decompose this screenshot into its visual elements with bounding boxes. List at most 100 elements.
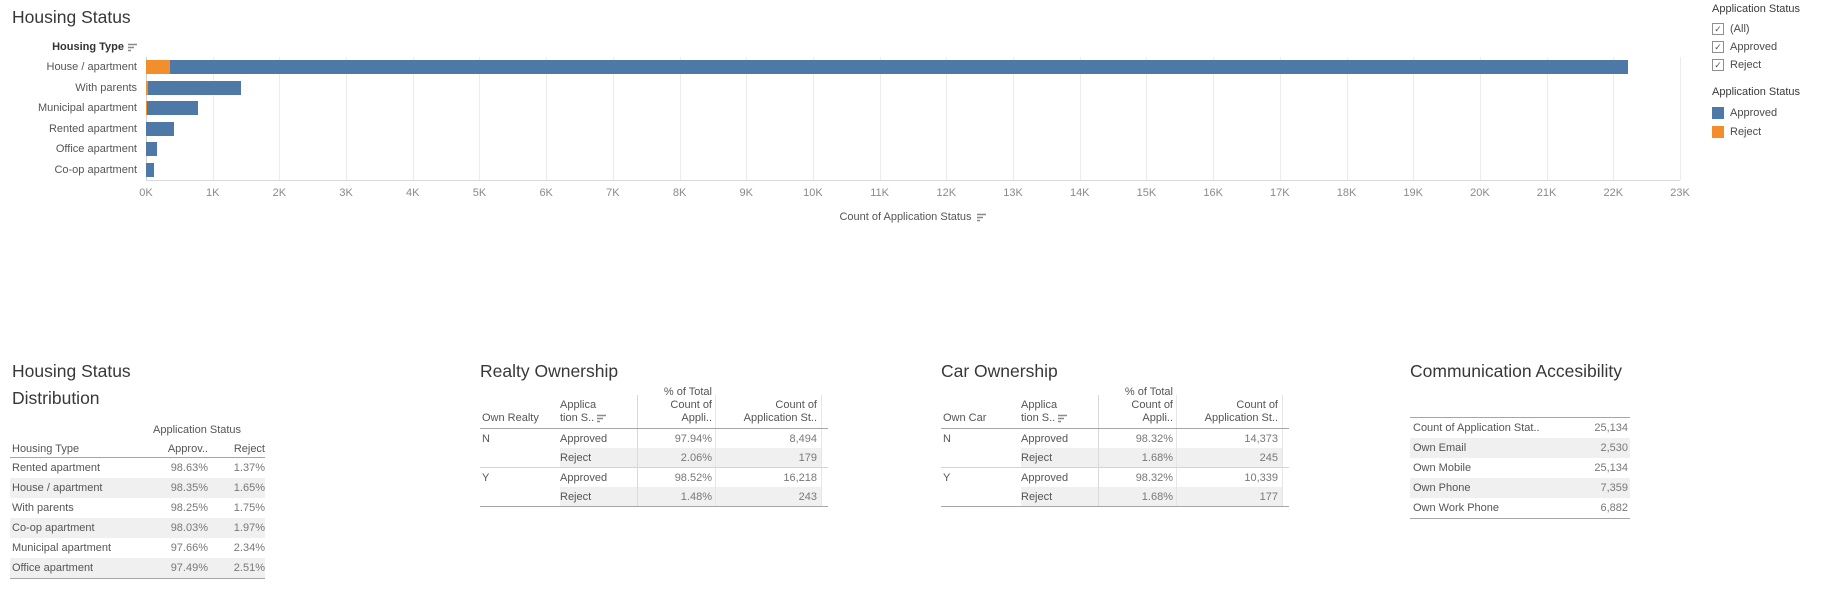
row-header-cell[interactable]: Co-op apartment [12,522,95,534]
bar-segment-approved[interactable] [146,142,157,156]
sort-icon[interactable] [976,213,987,222]
measure-value-cell[interactable]: 6,882 [1600,502,1628,514]
group-header-cell[interactable]: N [482,432,490,445]
column-header[interactable]: Housing Type [12,443,80,455]
status-cell[interactable]: Approved [560,432,608,445]
reject-pct-cell[interactable]: 1.65% [233,482,265,494]
reject-pct-cell[interactable]: 1.37% [233,462,265,474]
checkbox-checked-icon[interactable]: ✓ [1712,23,1724,35]
bar-segment-approved[interactable] [147,101,198,115]
bar-segment-approved[interactable] [147,80,242,95]
measure-label-cell[interactable]: Own Mobile [1413,462,1472,474]
measure-label-cell[interactable]: Own Work Phone [1413,502,1500,514]
status-cell[interactable]: Reject [1021,448,1098,467]
approved-pct-cell[interactable]: 97.49% [170,562,208,574]
status-cell[interactable]: Reject [560,448,637,467]
pct-cell[interactable]: 1.48% [637,487,715,506]
y-axis-field-label[interactable]: Housing Type [0,41,138,53]
status-cell[interactable]: Approved [1021,432,1069,445]
measure-value-cell[interactable]: 25,134 [1594,422,1628,434]
column-header[interactable]: Applica tion S.. [560,395,637,428]
sort-icon[interactable] [597,414,607,423]
pct-cell[interactable]: 1.68% [1098,448,1176,467]
bar-segment-reject[interactable] [146,80,148,95]
count-cell[interactable]: 10,339 [1176,468,1283,487]
reject-pct-cell[interactable]: 2.51% [233,562,265,574]
count-cell[interactable]: 245 [1176,448,1283,467]
legend-item-approved[interactable]: Approved [1712,103,1836,122]
column-header[interactable]: Applica tion S.. [1021,395,1098,428]
filter-item-all[interactable]: ✓ (All) [1712,20,1836,38]
row-header-cell[interactable]: With parents [12,502,74,514]
pct-cell[interactable]: 98.32% [1098,429,1176,448]
category-label[interactable]: Rented apartment [48,122,137,135]
group-header-cell[interactable]: N [943,432,951,445]
approved-pct-cell[interactable]: 98.63% [170,462,208,474]
x-axis-field-label[interactable]: Count of Application Status [146,211,1680,223]
reject-pct-cell[interactable]: 1.75% [233,502,265,514]
row-header-cell[interactable]: House / apartment [12,482,103,494]
checkbox-checked-icon[interactable]: ✓ [1712,41,1724,53]
category-label[interactable]: With parents [75,81,137,94]
group-header-cell[interactable] [480,448,560,467]
filter-item-approved[interactable]: ✓ Approved [1712,38,1836,56]
reject-pct-cell[interactable]: 1.97% [233,522,265,534]
bar-segment-reject[interactable] [146,60,171,74]
group-header-cell[interactable]: Y [943,471,951,484]
measure-value-cell[interactable]: 7,359 [1600,482,1628,494]
group-header-cell[interactable] [480,487,560,506]
column-header[interactable]: % of Total Count of Appli.. [1098,386,1176,428]
count-cell[interactable]: 177 [1176,487,1283,506]
measure-value-cell[interactable]: 25,134 [1594,462,1628,474]
column-header[interactable]: Count of Application St.. [1176,395,1283,428]
count-cell[interactable]: 16,218 [715,468,822,487]
sort-icon[interactable] [128,43,138,52]
column-header[interactable]: % of Total Count of Appli.. [637,386,715,428]
column-header[interactable]: Own Car [943,412,987,424]
checkbox-checked-icon[interactable]: ✓ [1712,59,1724,71]
measure-label-cell[interactable]: Own Phone [1413,482,1471,494]
pct-cell[interactable]: 98.52% [637,468,715,487]
column-header[interactable]: Count of Application St.. [715,395,822,428]
count-cell[interactable]: 8,494 [715,429,822,448]
row-header-cell[interactable]: Municipal apartment [12,542,112,554]
status-cell[interactable]: Reject [1021,487,1098,506]
category-label[interactable]: Office apartment [55,143,137,155]
approved-pct-cell[interactable]: 98.25% [170,502,208,514]
count-cell[interactable]: 243 [715,487,822,506]
status-cell[interactable]: Approved [560,471,608,484]
category-label[interactable]: Municipal apartment [37,102,137,114]
group-header-cell[interactable] [941,487,1021,506]
measure-value-cell[interactable]: 2,530 [1600,442,1628,454]
row-header-cell[interactable]: Rented apartment [12,462,101,474]
column-header[interactable]: Approv.. [167,443,208,455]
count-cell[interactable]: 14,373 [1176,429,1283,448]
category-label[interactable]: Co-op apartment [54,163,137,176]
count-cell[interactable]: 179 [715,448,822,467]
pct-cell[interactable]: 97.94% [637,429,715,448]
column-header[interactable]: Reject [233,443,265,455]
pct-cell[interactable]: 98.32% [1098,468,1176,487]
measure-label-cell[interactable]: Own Email [1413,442,1467,454]
status-cell[interactable]: Reject [560,487,637,506]
filter-item-reject[interactable]: ✓ Reject [1712,56,1836,74]
approved-pct-cell[interactable]: 98.03% [170,522,208,534]
pct-cell[interactable]: 1.68% [1098,487,1176,506]
column-header[interactable]: Own Realty [482,412,539,424]
reject-pct-cell[interactable]: 2.34% [233,542,265,554]
category-label[interactable]: House / apartment [46,61,138,73]
bar-segment-approved[interactable] [146,121,174,136]
legend-item-reject[interactable]: Reject [1712,122,1836,141]
status-cell[interactable]: Approved [1021,471,1069,484]
approved-pct-cell[interactable]: 97.66% [170,542,208,554]
group-header-cell[interactable] [941,448,1021,467]
approved-pct-cell[interactable]: 98.35% [170,482,208,494]
group-header-cell[interactable]: Y [482,471,490,484]
bar-segment-approved[interactable] [146,162,154,177]
row-header-cell[interactable]: Office apartment [12,562,94,574]
pct-cell[interactable]: 2.06% [637,448,715,467]
bar-segment-reject[interactable] [146,101,148,115]
sort-icon[interactable] [1058,414,1068,423]
bar-segment-approved[interactable] [170,60,1629,74]
measure-label-cell[interactable]: Count of Application Stat.. [1413,422,1540,434]
